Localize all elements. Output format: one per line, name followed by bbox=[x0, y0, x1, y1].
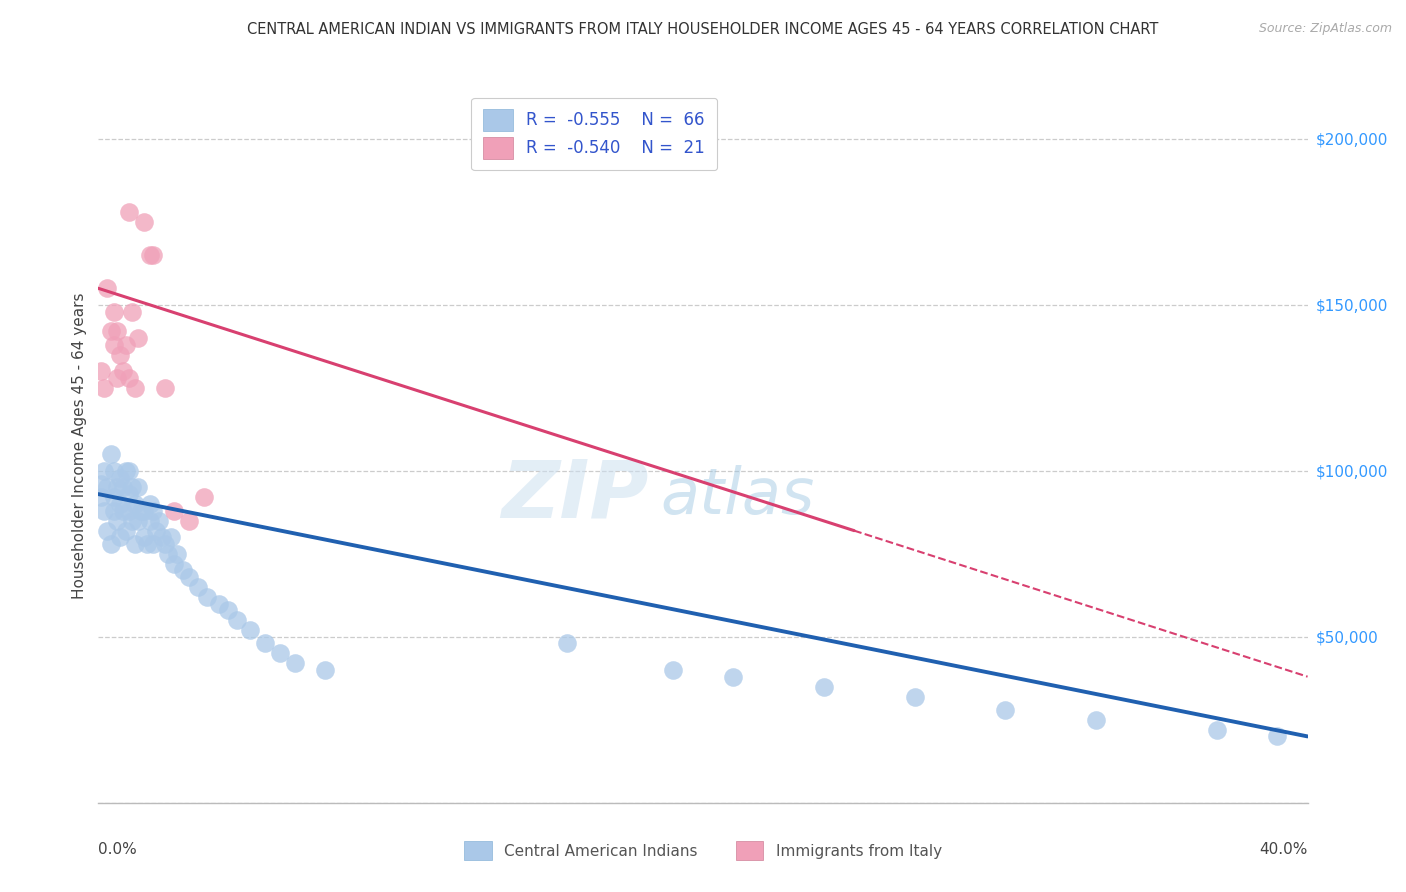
Text: atlas: atlas bbox=[661, 465, 815, 527]
Point bbox=[314, 663, 336, 677]
Point bbox=[269, 647, 291, 661]
Point bbox=[90, 364, 112, 378]
Point bbox=[105, 514, 128, 528]
Point bbox=[100, 447, 122, 461]
Point bbox=[105, 325, 128, 339]
Point bbox=[208, 597, 231, 611]
Point bbox=[90, 477, 112, 491]
Point bbox=[1206, 723, 1229, 737]
Point bbox=[111, 364, 134, 378]
Point bbox=[103, 464, 125, 478]
Point bbox=[93, 381, 115, 395]
Point bbox=[96, 524, 118, 538]
Point bbox=[239, 624, 262, 638]
Point bbox=[129, 504, 152, 518]
Point bbox=[139, 497, 162, 511]
Point bbox=[93, 504, 115, 518]
Text: CENTRAL AMERICAN INDIAN VS IMMIGRANTS FROM ITALY HOUSEHOLDER INCOME AGES 45 - 64: CENTRAL AMERICAN INDIAN VS IMMIGRANTS FR… bbox=[247, 22, 1159, 37]
Point bbox=[142, 537, 165, 551]
Point bbox=[156, 547, 179, 561]
Point bbox=[187, 580, 209, 594]
Point bbox=[100, 537, 122, 551]
Point bbox=[172, 564, 194, 578]
Point bbox=[1267, 730, 1289, 744]
Point bbox=[108, 530, 131, 544]
Point bbox=[121, 304, 143, 318]
Point bbox=[135, 537, 157, 551]
Point bbox=[195, 590, 218, 604]
Text: ZIP: ZIP bbox=[501, 457, 648, 535]
Point bbox=[904, 690, 927, 704]
Point bbox=[111, 481, 134, 495]
Point bbox=[163, 504, 186, 518]
Point bbox=[103, 491, 125, 505]
Point bbox=[118, 464, 141, 478]
Text: Source: ZipAtlas.com: Source: ZipAtlas.com bbox=[1258, 22, 1392, 36]
Point bbox=[150, 530, 173, 544]
Point bbox=[118, 371, 141, 385]
Point bbox=[121, 481, 143, 495]
Point bbox=[139, 514, 162, 528]
Point bbox=[1085, 713, 1108, 727]
Point bbox=[253, 636, 276, 650]
Point bbox=[994, 703, 1017, 717]
Point bbox=[153, 537, 176, 551]
Point bbox=[153, 381, 176, 395]
Point bbox=[160, 530, 183, 544]
Point bbox=[142, 504, 165, 518]
Point bbox=[124, 537, 146, 551]
Point bbox=[103, 504, 125, 518]
Point bbox=[108, 348, 131, 362]
Point bbox=[121, 514, 143, 528]
Point bbox=[108, 497, 131, 511]
Point bbox=[103, 338, 125, 352]
Point bbox=[284, 657, 307, 671]
Point bbox=[108, 470, 131, 484]
Y-axis label: Householder Income Ages 45 - 64 years: Householder Income Ages 45 - 64 years bbox=[72, 293, 87, 599]
Point bbox=[100, 325, 122, 339]
Point bbox=[114, 524, 136, 538]
Point bbox=[555, 636, 578, 650]
Point bbox=[118, 205, 141, 219]
Point bbox=[118, 504, 141, 518]
Point bbox=[139, 248, 162, 262]
Point bbox=[166, 547, 188, 561]
Point bbox=[179, 570, 201, 584]
Point bbox=[124, 381, 146, 395]
Point bbox=[96, 481, 118, 495]
Point bbox=[118, 487, 141, 501]
Point bbox=[662, 663, 685, 677]
Point bbox=[142, 248, 165, 262]
Text: 0.0%: 0.0% bbox=[98, 842, 138, 857]
Point bbox=[193, 491, 215, 505]
Point bbox=[114, 338, 136, 352]
Point bbox=[90, 491, 112, 505]
Point bbox=[114, 464, 136, 478]
Point bbox=[127, 514, 149, 528]
Point bbox=[145, 524, 167, 538]
Point bbox=[813, 680, 835, 694]
Text: 40.0%: 40.0% bbox=[1260, 842, 1308, 857]
Point bbox=[93, 464, 115, 478]
Point bbox=[103, 304, 125, 318]
Legend: Central American Indians, Immigrants from Italy: Central American Indians, Immigrants fro… bbox=[458, 835, 948, 866]
Point bbox=[132, 215, 155, 229]
Point bbox=[163, 557, 186, 571]
Point bbox=[105, 371, 128, 385]
Point bbox=[179, 514, 201, 528]
Point bbox=[127, 481, 149, 495]
Point bbox=[723, 670, 745, 684]
Point bbox=[217, 603, 239, 617]
Point bbox=[132, 504, 155, 518]
Point bbox=[132, 530, 155, 544]
Point bbox=[148, 514, 170, 528]
Point bbox=[226, 613, 249, 627]
Point bbox=[96, 281, 118, 295]
Point bbox=[127, 331, 149, 345]
Point bbox=[124, 497, 146, 511]
Point bbox=[111, 504, 134, 518]
Point bbox=[105, 481, 128, 495]
